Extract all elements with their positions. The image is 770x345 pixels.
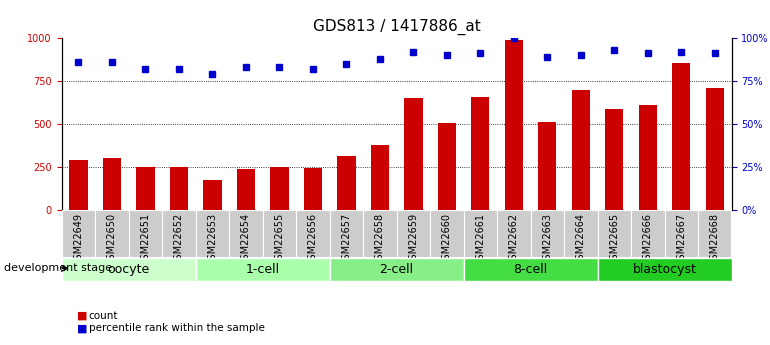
Bar [303, 168, 322, 210]
Bar [705, 88, 724, 210]
Text: percentile rank within the sample: percentile rank within the sample [89, 324, 264, 333]
Bar [665, 210, 698, 257]
Text: count: count [89, 311, 118, 321]
Bar [437, 123, 456, 210]
Text: development stage: development stage [4, 264, 112, 273]
Bar [638, 105, 657, 210]
Text: GSM22662: GSM22662 [509, 213, 519, 266]
Text: GSM22667: GSM22667 [676, 213, 686, 266]
Bar [203, 180, 222, 210]
Bar [471, 97, 490, 210]
Bar [229, 210, 263, 257]
Bar [698, 210, 732, 257]
Text: GSM22657: GSM22657 [341, 213, 351, 266]
Bar [497, 210, 531, 257]
Text: ■: ■ [77, 311, 88, 321]
Bar [464, 210, 497, 257]
Bar [564, 210, 598, 257]
Text: GSM22664: GSM22664 [576, 213, 586, 266]
Text: GSM22663: GSM22663 [542, 213, 552, 266]
Text: 8-cell: 8-cell [514, 263, 547, 276]
Bar [62, 210, 95, 257]
Bar [598, 257, 732, 281]
Bar [430, 210, 464, 257]
Text: GSM22660: GSM22660 [442, 213, 452, 266]
Bar [337, 156, 356, 210]
Bar [370, 145, 389, 210]
Bar [62, 257, 196, 281]
Bar [169, 167, 188, 210]
Text: 2-cell: 2-cell [380, 263, 413, 276]
Bar [631, 210, 665, 257]
Text: GSM22665: GSM22665 [609, 213, 619, 266]
Text: oocyte: oocyte [108, 263, 149, 276]
Text: GSM22666: GSM22666 [643, 213, 653, 266]
Text: GSM22668: GSM22668 [710, 213, 720, 266]
Text: GSM22661: GSM22661 [475, 213, 485, 266]
Bar [196, 257, 330, 281]
Text: GSM22650: GSM22650 [107, 213, 117, 266]
Bar [236, 169, 255, 210]
Bar [69, 160, 88, 210]
Bar [136, 167, 155, 210]
Text: GSM22651: GSM22651 [140, 213, 150, 266]
Bar [404, 98, 423, 210]
Text: GSM22654: GSM22654 [241, 213, 251, 266]
Text: ■: ■ [77, 324, 88, 333]
Bar [129, 210, 162, 257]
Bar [330, 210, 363, 257]
Bar [196, 210, 229, 257]
Text: GSM22649: GSM22649 [73, 213, 83, 266]
Bar [296, 210, 330, 257]
Bar [330, 257, 464, 281]
Bar [538, 122, 557, 210]
Text: GSM22656: GSM22656 [308, 213, 318, 266]
Text: GSM22652: GSM22652 [174, 213, 184, 266]
Bar [363, 210, 397, 257]
Bar [531, 210, 564, 257]
Bar [605, 109, 624, 210]
Text: GSM22653: GSM22653 [207, 213, 217, 266]
Bar [102, 158, 121, 210]
Bar [162, 210, 196, 257]
Bar [270, 167, 289, 210]
Text: blastocyst: blastocyst [633, 263, 696, 276]
Bar [263, 210, 296, 257]
Bar [672, 63, 691, 210]
Text: GSM22655: GSM22655 [274, 213, 284, 266]
Bar [95, 210, 129, 257]
Text: GSM22659: GSM22659 [408, 213, 418, 266]
Text: GSM22658: GSM22658 [375, 213, 385, 266]
Bar [397, 210, 430, 257]
Bar [504, 40, 523, 210]
Title: GDS813 / 1417886_at: GDS813 / 1417886_at [313, 19, 480, 35]
Bar [571, 90, 590, 210]
Text: 1-cell: 1-cell [246, 263, 280, 276]
Bar [598, 210, 631, 257]
Bar [464, 257, 598, 281]
